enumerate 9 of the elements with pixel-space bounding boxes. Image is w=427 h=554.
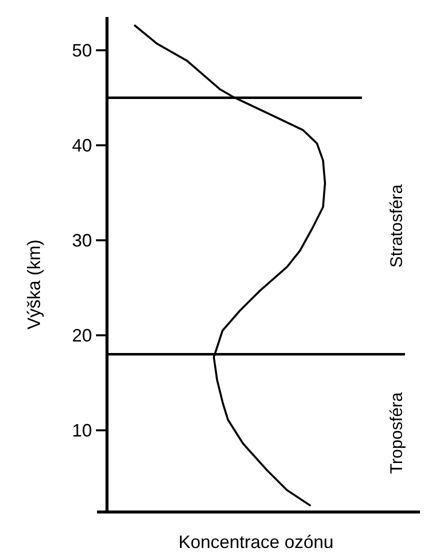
y-tick-label: 20 <box>72 326 92 346</box>
y-tick-label: 40 <box>72 136 92 156</box>
y-tick-label: 10 <box>72 420 92 441</box>
text: Troposféra <box>387 392 406 474</box>
y-tick-label: 50 <box>72 40 92 61</box>
text: Stratosféra <box>387 184 406 268</box>
y-tick-label: 30 <box>72 230 92 251</box>
y-axis-title: Výška (km) <box>24 240 44 330</box>
x-axis-title: Koncentrace ozónu <box>178 532 334 552</box>
